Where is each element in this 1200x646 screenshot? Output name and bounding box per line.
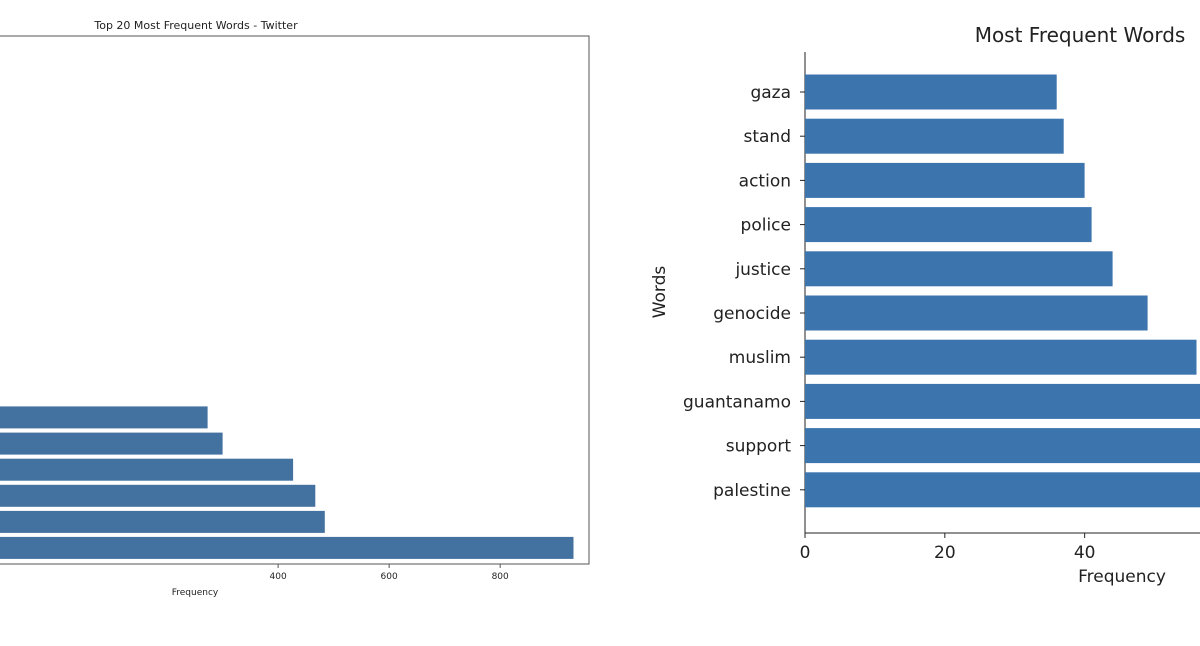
bar bbox=[805, 295, 1148, 331]
x-tick-label: 0 bbox=[800, 543, 811, 563]
y-tick-label: genocide bbox=[713, 304, 791, 324]
y-tick-label: justice bbox=[734, 260, 791, 280]
y-tick-label: guantanamo bbox=[683, 392, 791, 412]
x-axis-label: Frequency bbox=[1078, 567, 1166, 587]
y-axis-label: Words bbox=[650, 266, 670, 319]
y-tick-label: support bbox=[726, 437, 792, 457]
bar bbox=[0, 432, 223, 455]
bar bbox=[0, 458, 294, 481]
twitter-words-chart: Top 20 Most Frequent Words - Twitter 400… bbox=[0, 19, 590, 598]
bar bbox=[0, 406, 208, 429]
bar bbox=[805, 74, 1057, 110]
bar-group bbox=[0, 406, 574, 559]
bar bbox=[805, 472, 1200, 508]
x-axis-ticks: 0 20 40 bbox=[800, 533, 1096, 563]
y-tick-label: action bbox=[739, 171, 791, 191]
bar-group bbox=[805, 74, 1200, 508]
y-tick-label: palestine bbox=[713, 481, 791, 501]
bar bbox=[805, 383, 1200, 419]
bar bbox=[805, 251, 1113, 287]
bar bbox=[0, 484, 316, 507]
x-tick-label: 800 bbox=[492, 572, 509, 582]
chart-title: Top 20 Most Frequent Words - Twitter bbox=[93, 19, 298, 32]
bar bbox=[805, 207, 1092, 243]
x-tick-label: 40 bbox=[1074, 543, 1096, 563]
y-axis-ticks: gaza stand action police justice genocide musl… bbox=[683, 83, 805, 501]
y-tick-label: stand bbox=[743, 127, 791, 147]
x-axis-label: Frequency bbox=[172, 588, 219, 598]
most-frequent-words-chart: Most Frequent Words gaza stand action polic… bbox=[650, 23, 1200, 587]
bar bbox=[805, 162, 1085, 198]
bar bbox=[0, 536, 574, 559]
x-tick-label: 20 bbox=[934, 543, 956, 563]
y-tick-label: muslim bbox=[729, 348, 791, 368]
plot-frame bbox=[0, 35, 590, 565]
bar bbox=[0, 510, 325, 533]
bar bbox=[805, 118, 1064, 154]
chart-title: Most Frequent Words bbox=[975, 23, 1186, 47]
x-tick-label: 400 bbox=[270, 572, 287, 582]
bar bbox=[805, 339, 1197, 375]
y-tick-label: gaza bbox=[750, 83, 791, 103]
x-axis-ticks: 400 600 800 bbox=[270, 564, 509, 582]
bar bbox=[805, 428, 1200, 464]
x-tick-label: 600 bbox=[381, 572, 398, 582]
y-tick-label: police bbox=[741, 216, 791, 236]
